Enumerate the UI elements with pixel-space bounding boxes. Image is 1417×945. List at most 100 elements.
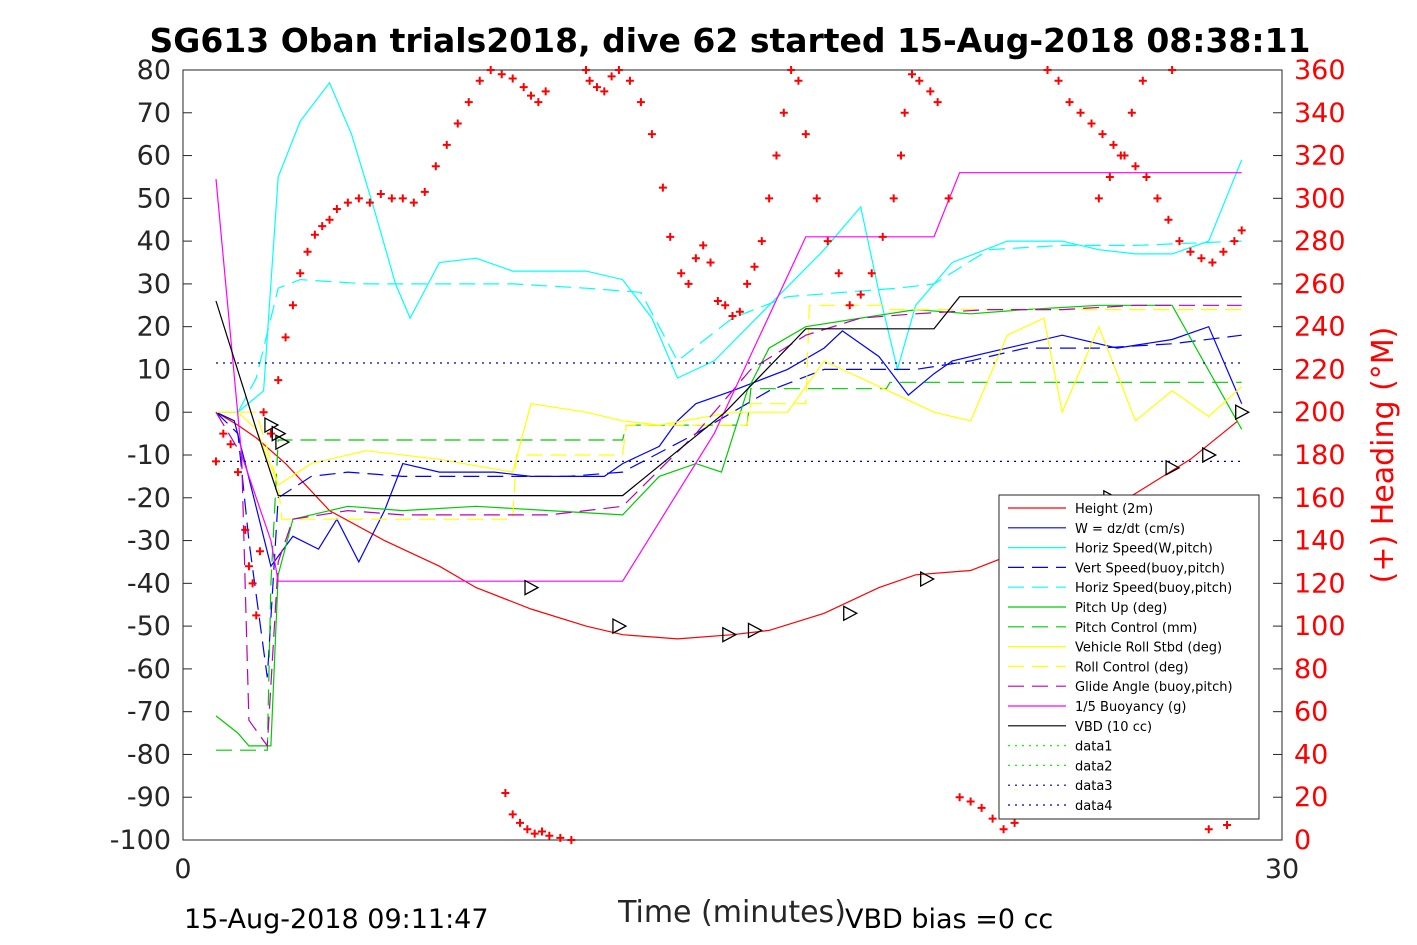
heading-point bbox=[614, 66, 623, 74]
heading-point bbox=[1010, 818, 1019, 827]
heading-point bbox=[966, 797, 975, 806]
heading-point bbox=[823, 237, 832, 246]
heading-point bbox=[658, 183, 667, 192]
heading-point bbox=[607, 72, 616, 81]
legend-label: Pitch Control (mm) bbox=[1075, 621, 1197, 636]
heading-point bbox=[255, 547, 264, 556]
heading-point bbox=[431, 162, 440, 171]
legend-label: Pitch Up (deg) bbox=[1075, 601, 1167, 616]
heading-point bbox=[856, 290, 865, 299]
right-tick-label: 340 bbox=[1294, 98, 1346, 129]
right-y-ticks: 3603403203002802602402202001801601401201… bbox=[1294, 55, 1346, 856]
heading-point bbox=[812, 194, 821, 203]
series-line-4 bbox=[216, 240, 1242, 413]
heading-point bbox=[845, 301, 854, 310]
heading-point bbox=[1098, 130, 1107, 139]
series-line-1 bbox=[215, 325, 1243, 568]
heading-point bbox=[926, 87, 935, 96]
right-tick-label: 160 bbox=[1294, 483, 1346, 514]
left-tick-label: -40 bbox=[127, 568, 171, 599]
heading-point bbox=[684, 279, 693, 288]
right-tick-label: 240 bbox=[1294, 312, 1346, 343]
heading-point bbox=[735, 307, 744, 316]
heading-point bbox=[1116, 151, 1125, 160]
right-tick-label: 260 bbox=[1294, 269, 1346, 300]
heading-point bbox=[581, 66, 590, 74]
triangle-marker bbox=[612, 618, 628, 635]
heading-point bbox=[281, 333, 290, 342]
heading-point bbox=[1223, 821, 1232, 830]
heading-point bbox=[944, 194, 953, 203]
heading-point bbox=[442, 140, 451, 149]
heading-point bbox=[1138, 76, 1147, 85]
heading-point bbox=[545, 831, 554, 840]
heading-point bbox=[318, 222, 327, 231]
series-line-10 bbox=[215, 172, 1242, 582]
triangle-marker bbox=[1235, 404, 1251, 421]
heading-point bbox=[666, 232, 675, 241]
heading-point bbox=[1142, 172, 1151, 181]
heading-point bbox=[999, 825, 1008, 834]
legend-label: Horiz Speed(W,pitch) bbox=[1075, 542, 1213, 557]
heading-point bbox=[1065, 98, 1074, 107]
heading-point bbox=[765, 194, 774, 203]
heading-point bbox=[908, 70, 917, 79]
heading-point bbox=[501, 788, 510, 797]
heading-point bbox=[1105, 172, 1114, 181]
triangle-marker bbox=[722, 626, 738, 643]
heading-point bbox=[541, 87, 550, 96]
heading-point bbox=[252, 611, 261, 620]
heading-point bbox=[801, 130, 810, 139]
series-line-7 bbox=[216, 317, 1243, 486]
right-tick-label: 0 bbox=[1294, 825, 1311, 856]
legend-label: data3 bbox=[1075, 779, 1113, 794]
triangle-marker bbox=[747, 622, 763, 639]
heading-point bbox=[988, 814, 997, 823]
legend-box bbox=[998, 494, 1260, 820]
series-line-2 bbox=[216, 81, 1243, 413]
heading-point bbox=[592, 83, 601, 92]
heading-point bbox=[310, 230, 319, 239]
left-tick-label: 10 bbox=[137, 354, 171, 385]
heading-point bbox=[915, 76, 924, 85]
heading-point bbox=[1208, 258, 1217, 267]
heading-point bbox=[1186, 247, 1195, 256]
heading-point bbox=[721, 301, 730, 310]
footer-vbd-bias: VBD bias =0 cc bbox=[845, 904, 1053, 935]
heading-point bbox=[772, 151, 781, 160]
left-tick-label: -100 bbox=[110, 825, 171, 856]
heading-point bbox=[296, 269, 305, 278]
heading-point bbox=[219, 429, 228, 438]
triangle-marker bbox=[264, 416, 280, 434]
heading-point bbox=[343, 198, 352, 207]
left-tick-label: 0 bbox=[154, 397, 171, 428]
right-tick-label: 20 bbox=[1294, 782, 1328, 813]
series-line-5 bbox=[215, 304, 1243, 747]
right-tick-label: 360 bbox=[1294, 55, 1346, 86]
legend-entries: Height (2m) W = dz/dt (cm/s) Horiz Speed(W… bbox=[1008, 502, 1233, 814]
series-lines bbox=[215, 81, 1243, 751]
heading-point bbox=[1175, 237, 1184, 246]
heading-point bbox=[889, 194, 898, 203]
heading-point bbox=[497, 70, 506, 79]
heading-point bbox=[241, 525, 250, 534]
heading-point bbox=[1197, 254, 1206, 263]
right-y-axis-label: (+) Heading (°M) bbox=[1366, 327, 1401, 584]
heading-point bbox=[585, 76, 594, 85]
heading-point bbox=[743, 279, 752, 288]
x-ticks: 0 30 bbox=[174, 831, 1299, 885]
heading-point bbox=[420, 187, 429, 196]
heading-point bbox=[636, 98, 645, 107]
heading-point bbox=[523, 825, 532, 834]
heading-point bbox=[1087, 119, 1096, 128]
legend-label: Horiz Speed(buoy,pitch) bbox=[1075, 581, 1232, 596]
left-tick-label: 50 bbox=[137, 183, 171, 214]
heading-point bbox=[677, 269, 686, 278]
heading-point bbox=[1168, 66, 1177, 74]
heading-point bbox=[453, 119, 462, 128]
heading-point bbox=[750, 262, 759, 271]
heading-point bbox=[600, 87, 609, 96]
right-tick-label: 200 bbox=[1294, 397, 1346, 428]
heading-point bbox=[933, 98, 942, 107]
left-tick-label: 40 bbox=[137, 226, 171, 257]
